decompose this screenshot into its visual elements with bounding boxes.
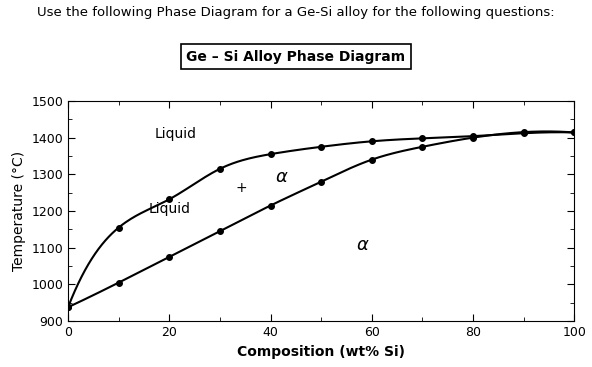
Text: Liquid: Liquid [154,127,196,141]
Text: α: α [356,236,368,254]
Text: α: α [276,168,288,186]
Text: Liquid: Liquid [149,202,191,216]
Text: Use the following Phase Diagram for a Ge-Si alloy for the following questions:: Use the following Phase Diagram for a Ge… [37,6,555,18]
Y-axis label: Temperature (°C): Temperature (°C) [12,151,26,271]
Text: +: + [235,181,247,195]
X-axis label: Composition (wt% Si): Composition (wt% Si) [237,345,405,359]
Text: Ge – Si Alloy Phase Diagram: Ge – Si Alloy Phase Diagram [186,50,406,64]
